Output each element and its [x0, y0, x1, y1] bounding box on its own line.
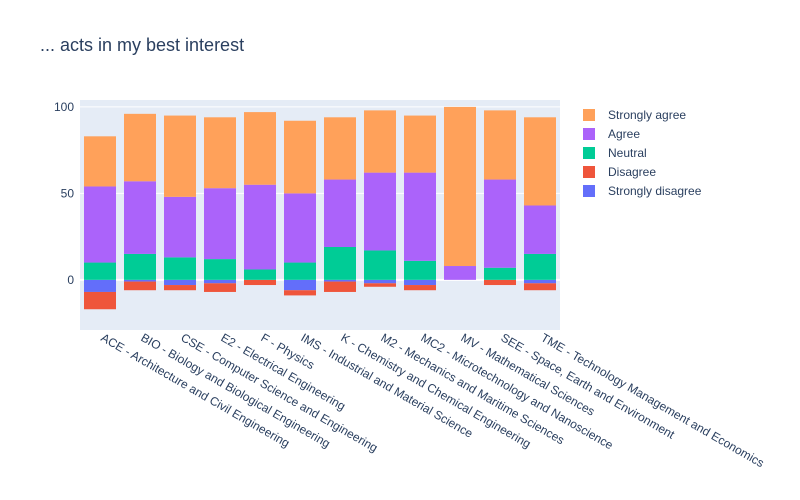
bar [284, 279, 316, 291]
bar [84, 291, 116, 310]
bar [124, 181, 156, 254]
x-axis-ticks: ACE - Architecture and Civil Engineering… [99, 330, 767, 470]
bar [524, 279, 556, 284]
bar [164, 279, 196, 286]
bar [204, 283, 236, 292]
bar [324, 279, 356, 282]
bar [364, 110, 396, 173]
bar [404, 172, 436, 261]
y-tick-label: 100 [54, 100, 74, 114]
bar [164, 257, 196, 280]
bar [204, 259, 236, 280]
bar [204, 188, 236, 260]
bar [324, 281, 356, 292]
bar [84, 279, 116, 292]
bar [404, 115, 436, 173]
bar [484, 179, 516, 268]
bar [524, 283, 556, 291]
bar [364, 283, 396, 287]
legend-swatch[interactable] [583, 109, 595, 121]
bar [284, 262, 316, 280]
bar [484, 110, 516, 180]
bar [404, 279, 436, 286]
bar [524, 205, 556, 254]
legend-label[interactable]: Strongly disagree [608, 184, 702, 198]
bar [244, 269, 276, 280]
gridlines [80, 106, 560, 281]
legend-label[interactable]: Agree [608, 127, 640, 141]
bar [524, 117, 556, 206]
bar [204, 117, 236, 189]
bar [84, 136, 116, 187]
bar [164, 115, 196, 197]
bar [324, 179, 356, 247]
bar [404, 260, 436, 280]
bar [284, 193, 316, 263]
legend: Strongly agree Agree Neutral Disagree Strong… [583, 108, 702, 198]
bar [124, 253, 156, 280]
bar [84, 186, 116, 263]
bar [244, 112, 276, 185]
bar [324, 117, 356, 180]
bar [444, 266, 476, 280]
bar [164, 196, 196, 258]
plot-background [80, 100, 560, 330]
y-tick-label: 0 [67, 273, 74, 287]
legend-swatch[interactable] [583, 185, 595, 197]
bar [124, 281, 156, 291]
bar [364, 279, 396, 284]
bar [284, 290, 316, 296]
bar [444, 106, 476, 267]
bar [524, 253, 556, 280]
bar [124, 279, 156, 282]
bar [124, 113, 156, 182]
y-axis-ticks: 0 50 100 [54, 100, 74, 287]
bar [364, 172, 396, 251]
bar [284, 120, 316, 194]
legend-swatch[interactable] [583, 147, 595, 159]
bar-series [84, 106, 556, 310]
bar [244, 184, 276, 270]
legend-label[interactable]: Neutral [608, 146, 647, 160]
legend-swatch[interactable] [583, 166, 595, 178]
bar [84, 262, 116, 280]
chart-title: ... acts in my best interest [40, 35, 244, 55]
legend-label[interactable]: Disagree [608, 165, 656, 179]
bar [244, 279, 276, 286]
legend-label[interactable]: Strongly agree [608, 108, 686, 122]
bar [484, 267, 516, 280]
bar [324, 246, 356, 280]
bar [204, 279, 236, 284]
y-tick-label: 50 [61, 186, 75, 200]
bar [484, 279, 516, 286]
bar [164, 285, 196, 291]
bar [364, 250, 396, 280]
legend-swatch[interactable] [583, 128, 595, 140]
bar [404, 285, 436, 291]
